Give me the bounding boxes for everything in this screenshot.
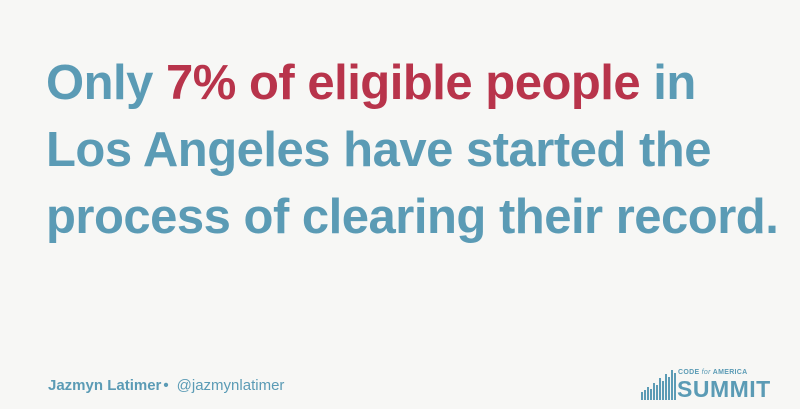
headline-line-1: Only 7% of eligible people in — [46, 50, 766, 117]
logo-org-post: AMERICA — [710, 369, 748, 376]
logo-org-name: CODE for AMERICA — [678, 369, 748, 377]
headline-tail: in — [640, 56, 696, 110]
headline-accent: 7% of eligible people — [166, 56, 641, 110]
headline: Only 7% of eligible people in Los Angele… — [46, 50, 779, 251]
bullet-separator: • — [163, 377, 169, 394]
summit-logo: CODE for AMERICA SUMMIT — [640, 366, 785, 402]
logo-org-pre: CODE — [678, 369, 702, 376]
speaker-name: Jazmyn Latimer — [48, 377, 162, 394]
logo-org-for: for — [701, 369, 711, 376]
headline-line-3: process of clearing their record. — [46, 190, 779, 244]
logo-wordmark: SUMMIT — [677, 376, 771, 402]
speaker-handle: @jazmynlatimer — [176, 377, 285, 394]
headline-lead: Only — [46, 56, 167, 110]
headline-line-2: Los Angeles have started the — [46, 123, 711, 177]
bar-graph-icon — [641, 370, 676, 400]
speaker-credit: Jazmyn Latimer • @jazmynlatimer — [48, 376, 284, 396]
